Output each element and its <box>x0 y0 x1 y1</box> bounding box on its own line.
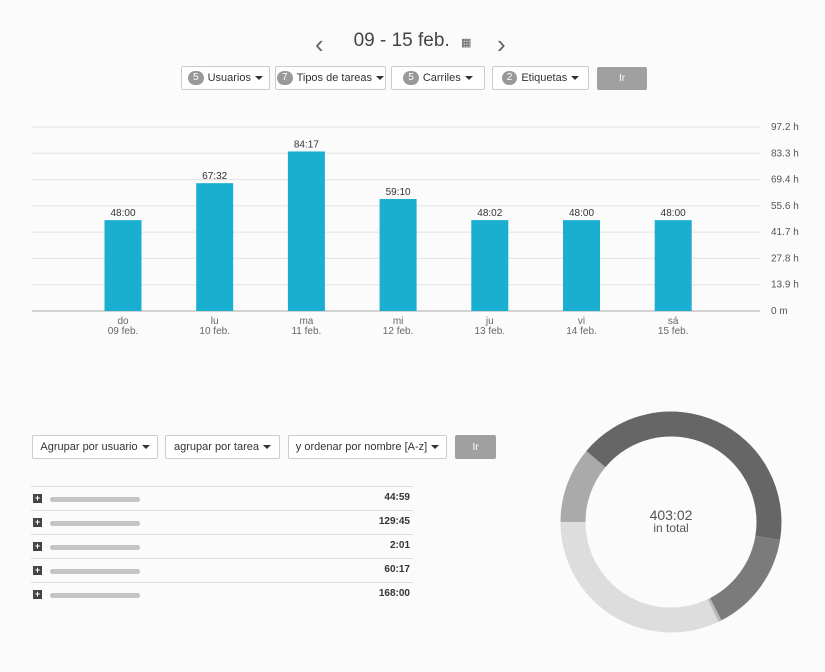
caret-down-icon <box>254 76 263 80</box>
bar-chart: 0 m 13.9 h 27.8 h 41.7 h 55.6 h 69.4 h 83.3 h 9… <box>32 122 799 337</box>
count-badge: 5 <box>188 71 204 85</box>
expand-plus-icon[interactable]: + <box>33 493 42 503</box>
data-label: 48:00 <box>661 208 686 219</box>
users-filter[interactable]: 5 Usuarios <box>181 66 270 90</box>
list-item: +168:00 <box>31 582 413 606</box>
count-badge: 5 <box>403 71 419 85</box>
order-by-select[interactable]: y ordenar por nombre [A-z] <box>288 435 447 459</box>
data-label: 48:00 <box>569 208 594 219</box>
list-item: +2:01 <box>31 534 413 558</box>
x-tick-date: 13 feb. <box>475 326 506 337</box>
select-label: y ordenar por nombre [A-z] <box>295 441 428 453</box>
task-types-filter[interactable]: 7 Tipos de tareas <box>275 66 386 90</box>
data-label: 48:00 <box>110 208 135 219</box>
expand-plus-icon[interactable]: + <box>33 517 42 527</box>
redacted-name-bar <box>50 497 140 502</box>
x-tick-date: 11 feb. <box>291 326 321 337</box>
select-label: agrupar por tarea <box>174 441 259 453</box>
expand-plus-icon[interactable]: + <box>33 565 42 575</box>
y-tick-label: 97.2 h <box>771 122 799 133</box>
donut-segment[interactable] <box>709 535 781 621</box>
x-tick-day: sá <box>668 316 679 327</box>
caret-down-icon <box>263 445 271 449</box>
y-tick-label: 55.6 h <box>771 201 799 212</box>
donut-segment[interactable] <box>707 598 722 622</box>
donut-segment[interactable] <box>586 411 782 540</box>
list-item: +60:17 <box>31 558 413 582</box>
filter-label: Carriles <box>422 72 461 84</box>
bar[interactable] <box>379 198 417 311</box>
x-tick-date: 10 feb. <box>199 326 230 337</box>
x-tick-day: do <box>117 316 129 327</box>
count-badge: 2 <box>501 71 518 85</box>
data-label: 48:02 <box>477 208 502 219</box>
group-by-user-select[interactable]: Agrupar por usuario <box>32 435 158 459</box>
item-total: 60:17 <box>384 564 410 575</box>
date-range: 09 - 15 feb. <box>353 30 450 51</box>
x-tick-day: vi <box>578 316 585 327</box>
donut-segment[interactable] <box>560 521 719 633</box>
donut-total: 403:02 <box>650 507 693 523</box>
filter-label: Etiquetas <box>521 72 568 84</box>
x-tick-date: 14 feb. <box>566 326 597 337</box>
list-item: +129:45 <box>31 510 413 534</box>
data-label: 84:17 <box>294 139 319 150</box>
item-total: 2:01 <box>389 540 410 551</box>
count-badge: 7 <box>277 71 293 85</box>
y-tick-label: 83.3 h <box>771 148 799 159</box>
expand-plus-icon[interactable]: + <box>33 589 42 599</box>
donut-segment[interactable] <box>560 451 606 523</box>
y-tick-label: 13.9 h <box>771 280 799 291</box>
item-total: 44:59 <box>384 492 410 503</box>
bar[interactable] <box>563 220 600 311</box>
lanes-filter[interactable]: 5 Carriles <box>391 66 485 90</box>
chevron-right-icon[interactable]: › <box>497 29 506 59</box>
item-total: 168:00 <box>378 588 410 599</box>
bar[interactable] <box>287 151 325 311</box>
x-tick-day: mi <box>393 316 404 327</box>
item-total: 129:45 <box>378 516 410 527</box>
x-tick-day: ju <box>485 316 494 327</box>
group-by-task-select[interactable]: agrupar por tarea <box>165 435 280 459</box>
caret-down-icon <box>431 445 440 449</box>
x-tick-date: 12 feb. <box>383 326 414 337</box>
donut-chart: 403:02 in total <box>560 411 782 633</box>
data-label: 67:32 <box>202 171 227 182</box>
donut-total-label: in total <box>653 521 688 535</box>
y-tick-label: 41.7 h <box>771 227 799 238</box>
bar[interactable] <box>654 220 692 311</box>
data-label: 59:10 <box>386 187 411 198</box>
x-tick-day: lu <box>211 316 219 327</box>
bar[interactable] <box>104 220 142 311</box>
bar[interactable] <box>471 220 509 311</box>
redacted-name-bar <box>50 545 140 550</box>
calendar-icon[interactable]: ▦ <box>461 37 472 49</box>
list-item: +44:59 <box>31 486 413 510</box>
x-tick-date: 09 feb. <box>108 326 139 337</box>
y-tick-label: 69.4 h <box>771 175 799 186</box>
date-navigator: ‹ 09 - 15 feb. ▦ › <box>0 30 825 58</box>
caret-down-icon <box>571 76 580 80</box>
select-label: Agrupar por usuario <box>40 441 138 453</box>
caret-down-icon <box>375 76 384 80</box>
filter-label: Tipos de tareas <box>296 72 372 84</box>
filter-label: Usuarios <box>207 72 251 84</box>
tags-filter[interactable]: 2 Etiquetas <box>492 66 589 90</box>
y-tick-label: 27.8 h <box>771 253 799 264</box>
filters-go-button[interactable]: Ir <box>597 67 647 90</box>
y-tick-label: 0 m <box>771 306 788 317</box>
x-tick-day: ma <box>299 316 313 327</box>
x-tick-date: 15 feb. <box>658 326 689 337</box>
grouping-go-button[interactable]: Ir <box>455 435 496 459</box>
caret-down-icon <box>464 76 473 80</box>
caret-down-icon <box>141 445 150 449</box>
bar[interactable] <box>196 183 234 311</box>
redacted-name-bar <box>50 593 140 598</box>
redacted-name-bar <box>50 521 140 526</box>
expand-plus-icon[interactable]: + <box>33 541 42 551</box>
chevron-left-icon[interactable]: ‹ <box>315 29 324 59</box>
redacted-name-bar <box>50 569 140 574</box>
